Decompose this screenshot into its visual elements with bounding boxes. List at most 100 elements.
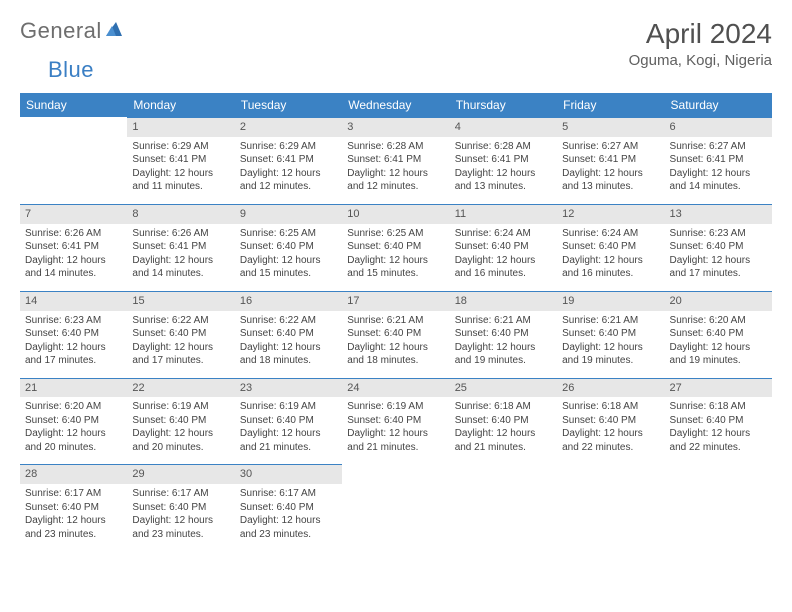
sunrise-text: Sunrise: 6:21 AM — [455, 314, 552, 328]
sunrise-text: Sunrise: 6:24 AM — [562, 227, 659, 241]
calendar-cell: 5Sunrise: 6:27 AMSunset: 6:41 PMDaylight… — [557, 117, 664, 200]
calendar-page: General April 2024 Oguma, Kogi, Nigeria … — [0, 0, 792, 565]
day-number: 8 — [127, 204, 234, 224]
calendar-cell: 21Sunrise: 6:20 AMSunset: 6:40 PMDayligh… — [20, 378, 127, 461]
sunset-text: Sunset: 6:40 PM — [562, 327, 659, 341]
day-number: 29 — [127, 464, 234, 484]
day-body: Sunrise: 6:21 AMSunset: 6:40 PMDaylight:… — [342, 311, 449, 374]
day-body: Sunrise: 6:28 AMSunset: 6:41 PMDaylight:… — [342, 137, 449, 200]
day-body: Sunrise: 6:17 AMSunset: 6:40 PMDaylight:… — [235, 484, 342, 547]
day-number: 13 — [665, 204, 772, 224]
day-number: 21 — [20, 378, 127, 398]
sunset-text: Sunset: 6:40 PM — [240, 327, 337, 341]
sunrise-text: Sunrise: 6:28 AM — [347, 140, 444, 154]
sunrise-text: Sunrise: 6:29 AM — [132, 140, 229, 154]
calendar-table: SundayMondayTuesdayWednesdayThursdayFrid… — [20, 93, 772, 547]
month-title: April 2024 — [629, 18, 772, 50]
calendar-cell: 29Sunrise: 6:17 AMSunset: 6:40 PMDayligh… — [127, 464, 234, 547]
day-body: Sunrise: 6:22 AMSunset: 6:40 PMDaylight:… — [235, 311, 342, 374]
sunset-text: Sunset: 6:40 PM — [670, 240, 767, 254]
calendar-cell: 18Sunrise: 6:21 AMSunset: 6:40 PMDayligh… — [450, 291, 557, 374]
sunset-text: Sunset: 6:41 PM — [132, 240, 229, 254]
day-number: 9 — [235, 204, 342, 224]
daylight-text: Daylight: 12 hours and 22 minutes. — [670, 427, 767, 454]
calendar-cell: 1Sunrise: 6:29 AMSunset: 6:41 PMDaylight… — [127, 117, 234, 200]
calendar-cell: 23Sunrise: 6:19 AMSunset: 6:40 PMDayligh… — [235, 378, 342, 461]
sunset-text: Sunset: 6:41 PM — [347, 153, 444, 167]
sunrise-text: Sunrise: 6:21 AM — [562, 314, 659, 328]
day-number: 4 — [450, 117, 557, 137]
calendar-cell-empty — [20, 117, 127, 200]
weekday-header-row: SundayMondayTuesdayWednesdayThursdayFrid… — [20, 93, 772, 117]
calendar-cell: 11Sunrise: 6:24 AMSunset: 6:40 PMDayligh… — [450, 204, 557, 287]
day-body: Sunrise: 6:27 AMSunset: 6:41 PMDaylight:… — [665, 137, 772, 200]
sunrise-text: Sunrise: 6:20 AM — [670, 314, 767, 328]
sunrise-text: Sunrise: 6:29 AM — [240, 140, 337, 154]
sunrise-text: Sunrise: 6:22 AM — [132, 314, 229, 328]
sunset-text: Sunset: 6:40 PM — [240, 501, 337, 515]
sunset-text: Sunset: 6:40 PM — [347, 327, 444, 341]
calendar-cell: 24Sunrise: 6:19 AMSunset: 6:40 PMDayligh… — [342, 378, 449, 461]
daylight-text: Daylight: 12 hours and 13 minutes. — [455, 167, 552, 194]
day-number: 12 — [557, 204, 664, 224]
weekday-header: Monday — [127, 93, 234, 117]
sunrise-text: Sunrise: 6:24 AM — [455, 227, 552, 241]
sunset-text: Sunset: 6:40 PM — [670, 327, 767, 341]
sunrise-text: Sunrise: 6:23 AM — [25, 314, 122, 328]
day-body: Sunrise: 6:20 AMSunset: 6:40 PMDaylight:… — [665, 311, 772, 374]
day-body: Sunrise: 6:26 AMSunset: 6:41 PMDaylight:… — [20, 224, 127, 287]
calendar-cell: 3Sunrise: 6:28 AMSunset: 6:41 PMDaylight… — [342, 117, 449, 200]
logo-text-blue: Blue — [48, 57, 94, 82]
weekday-header: Wednesday — [342, 93, 449, 117]
calendar-week: 7Sunrise: 6:26 AMSunset: 6:41 PMDaylight… — [20, 204, 772, 287]
daylight-text: Daylight: 12 hours and 23 minutes. — [240, 514, 337, 541]
day-body: Sunrise: 6:24 AMSunset: 6:40 PMDaylight:… — [450, 224, 557, 287]
sunrise-text: Sunrise: 6:18 AM — [455, 400, 552, 414]
day-number: 1 — [127, 117, 234, 137]
day-number: 2 — [235, 117, 342, 137]
sail-icon — [104, 20, 124, 43]
calendar-cell: 30Sunrise: 6:17 AMSunset: 6:40 PMDayligh… — [235, 464, 342, 547]
sunrise-text: Sunrise: 6:27 AM — [562, 140, 659, 154]
day-number: 6 — [665, 117, 772, 137]
sunset-text: Sunset: 6:40 PM — [25, 327, 122, 341]
calendar-cell-empty — [342, 464, 449, 547]
calendar-week: 28Sunrise: 6:17 AMSunset: 6:40 PMDayligh… — [20, 464, 772, 547]
sunrise-text: Sunrise: 6:25 AM — [347, 227, 444, 241]
sunrise-text: Sunrise: 6:17 AM — [240, 487, 337, 501]
day-body: Sunrise: 6:19 AMSunset: 6:40 PMDaylight:… — [235, 397, 342, 460]
day-body: Sunrise: 6:28 AMSunset: 6:41 PMDaylight:… — [450, 137, 557, 200]
sunrise-text: Sunrise: 6:27 AM — [670, 140, 767, 154]
day-body: Sunrise: 6:18 AMSunset: 6:40 PMDaylight:… — [450, 397, 557, 460]
sunset-text: Sunset: 6:40 PM — [455, 414, 552, 428]
day-number: 27 — [665, 378, 772, 398]
daylight-text: Daylight: 12 hours and 19 minutes. — [670, 341, 767, 368]
sunset-text: Sunset: 6:40 PM — [132, 414, 229, 428]
calendar-cell: 16Sunrise: 6:22 AMSunset: 6:40 PMDayligh… — [235, 291, 342, 374]
day-number: 14 — [20, 291, 127, 311]
daylight-text: Daylight: 12 hours and 17 minutes. — [132, 341, 229, 368]
daylight-text: Daylight: 12 hours and 20 minutes. — [25, 427, 122, 454]
day-body: Sunrise: 6:19 AMSunset: 6:40 PMDaylight:… — [127, 397, 234, 460]
calendar-cell: 2Sunrise: 6:29 AMSunset: 6:41 PMDaylight… — [235, 117, 342, 200]
daylight-text: Daylight: 12 hours and 17 minutes. — [670, 254, 767, 281]
sunrise-text: Sunrise: 6:20 AM — [25, 400, 122, 414]
calendar-cell: 6Sunrise: 6:27 AMSunset: 6:41 PMDaylight… — [665, 117, 772, 200]
daylight-text: Daylight: 12 hours and 14 minutes. — [132, 254, 229, 281]
calendar-cell-empty — [450, 464, 557, 547]
sunset-text: Sunset: 6:40 PM — [132, 501, 229, 515]
calendar-cell: 9Sunrise: 6:25 AMSunset: 6:40 PMDaylight… — [235, 204, 342, 287]
day-number: 10 — [342, 204, 449, 224]
daylight-text: Daylight: 12 hours and 23 minutes. — [132, 514, 229, 541]
calendar-cell: 7Sunrise: 6:26 AMSunset: 6:41 PMDaylight… — [20, 204, 127, 287]
calendar-cell-empty — [557, 464, 664, 547]
daylight-text: Daylight: 12 hours and 14 minutes. — [25, 254, 122, 281]
calendar-cell: 4Sunrise: 6:28 AMSunset: 6:41 PMDaylight… — [450, 117, 557, 200]
weekday-header: Sunday — [20, 93, 127, 117]
day-body: Sunrise: 6:19 AMSunset: 6:40 PMDaylight:… — [342, 397, 449, 460]
sunrise-text: Sunrise: 6:19 AM — [132, 400, 229, 414]
daylight-text: Daylight: 12 hours and 16 minutes. — [455, 254, 552, 281]
day-number: 5 — [557, 117, 664, 137]
sunrise-text: Sunrise: 6:18 AM — [670, 400, 767, 414]
sunset-text: Sunset: 6:41 PM — [132, 153, 229, 167]
